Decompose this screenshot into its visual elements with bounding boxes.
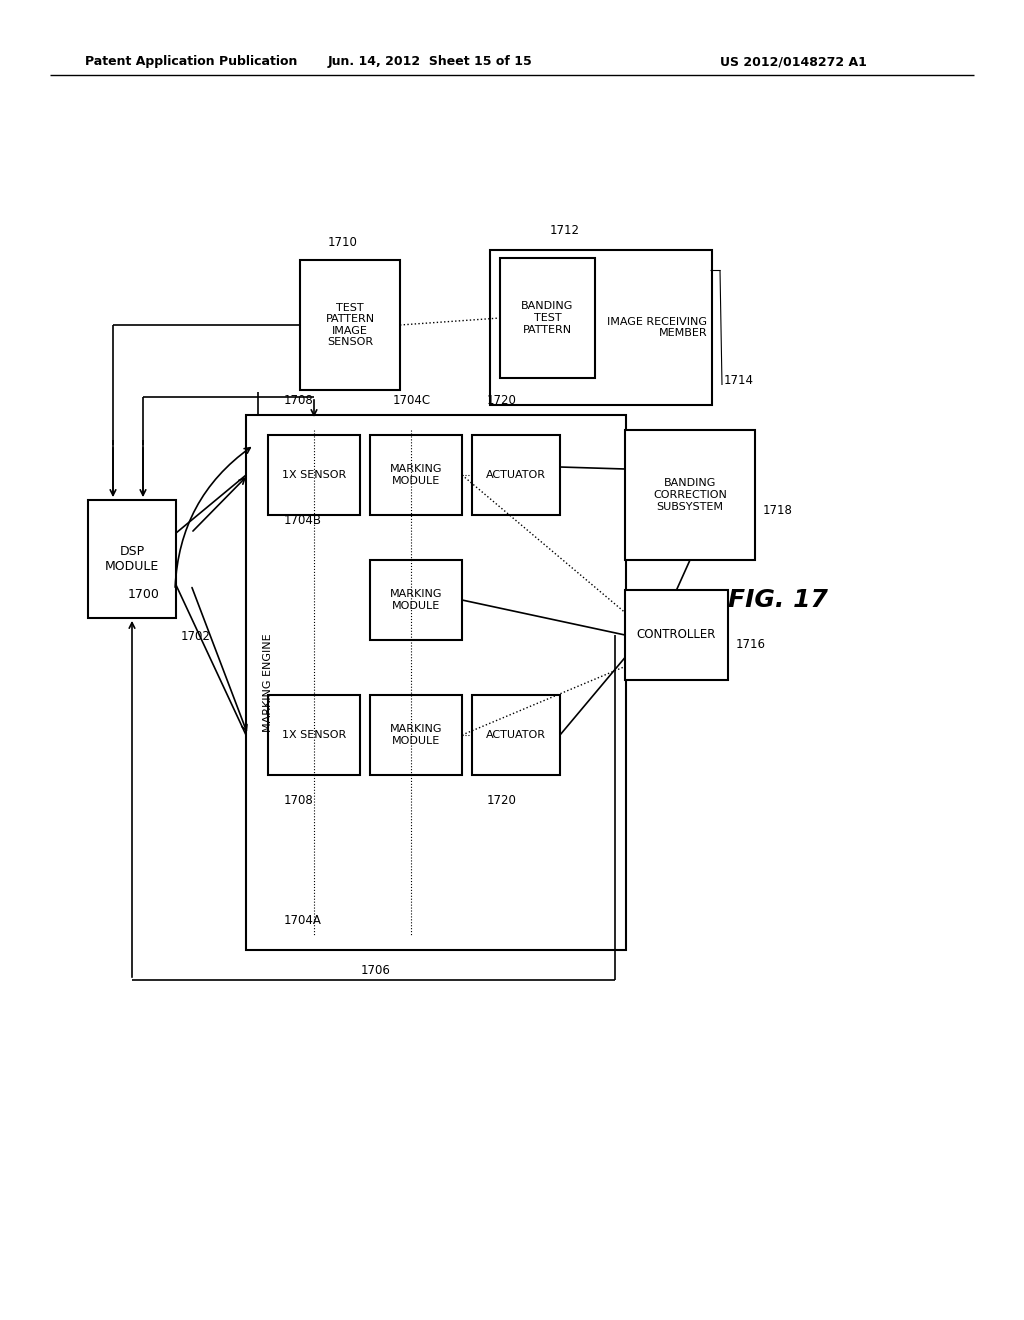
Text: MARKING
MODULE: MARKING MODULE	[390, 465, 442, 486]
Text: 1716: 1716	[736, 639, 766, 652]
Text: CONTROLLER: CONTROLLER	[637, 628, 716, 642]
Text: 1700: 1700	[128, 589, 160, 602]
Text: 1708: 1708	[284, 393, 313, 407]
Text: BANDING
TEST
PATTERN: BANDING TEST PATTERN	[521, 301, 573, 334]
Text: 1704B: 1704B	[284, 513, 322, 527]
Text: Jun. 14, 2012  Sheet 15 of 15: Jun. 14, 2012 Sheet 15 of 15	[328, 55, 532, 69]
Text: BANDING
CORRECTION
SUBSYSTEM: BANDING CORRECTION SUBSYSTEM	[653, 478, 727, 512]
Text: 1X SENSOR: 1X SENSOR	[282, 470, 346, 480]
Bar	[370, 436, 462, 515]
Bar	[268, 696, 360, 775]
Bar	[490, 249, 712, 405]
Bar	[625, 590, 728, 680]
Text: US 2012/0148272 A1: US 2012/0148272 A1	[720, 55, 867, 69]
Text: MARKING
MODULE: MARKING MODULE	[390, 589, 442, 611]
Bar	[246, 414, 626, 950]
Text: ACTUATOR: ACTUATOR	[486, 730, 546, 741]
Text: 1710: 1710	[328, 235, 357, 248]
Bar	[370, 560, 462, 640]
Text: Patent Application Publication: Patent Application Publication	[85, 55, 297, 69]
Text: DSP
MODULE: DSP MODULE	[104, 545, 159, 573]
Bar	[88, 500, 176, 618]
Text: 1704A: 1704A	[284, 913, 322, 927]
Text: ACTUATOR: ACTUATOR	[486, 470, 546, 480]
Text: 1702: 1702	[181, 630, 211, 643]
Text: FIG. 17: FIG. 17	[728, 587, 827, 612]
Text: TEST
PATTERN
IMAGE
SENSOR: TEST PATTERN IMAGE SENSOR	[326, 302, 375, 347]
Text: MARKING
MODULE: MARKING MODULE	[390, 725, 442, 746]
Text: 1718: 1718	[763, 503, 793, 516]
Text: 1X SENSOR: 1X SENSOR	[282, 730, 346, 741]
Text: 1704C: 1704C	[393, 393, 431, 407]
Text: 1706: 1706	[361, 964, 391, 977]
Bar	[625, 430, 755, 560]
Text: 1708: 1708	[284, 793, 313, 807]
Bar	[500, 257, 595, 378]
Bar	[370, 696, 462, 775]
Bar	[300, 260, 400, 389]
Text: 1714: 1714	[724, 374, 754, 387]
Text: 1712: 1712	[550, 223, 580, 236]
Text: MARKING ENGINE: MARKING ENGINE	[263, 634, 273, 731]
Text: 1720: 1720	[487, 793, 517, 807]
Text: IMAGE RECEIVING
MEMBER: IMAGE RECEIVING MEMBER	[607, 317, 707, 338]
Bar	[472, 436, 560, 515]
Bar	[472, 696, 560, 775]
Bar	[268, 436, 360, 515]
Text: 1720: 1720	[487, 393, 517, 407]
